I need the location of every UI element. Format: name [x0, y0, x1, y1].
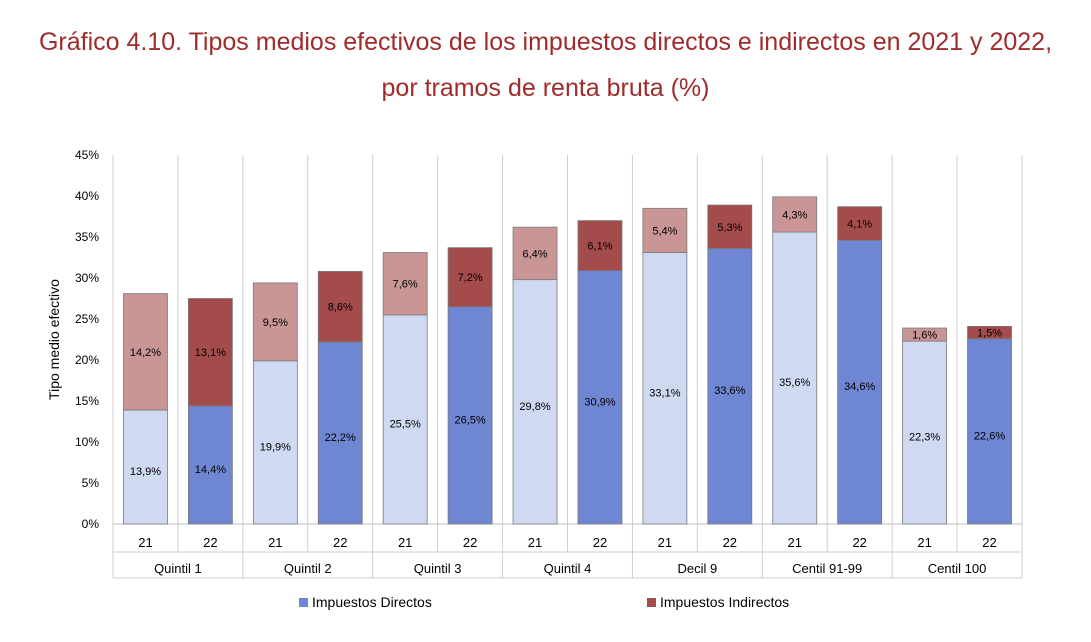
data-label-indirectos: 9,5%: [263, 317, 288, 329]
bar-indirectos-quintil-2-22: [317, 271, 363, 343]
data-label-directos: 19,9%: [260, 441, 291, 453]
data-label-indirectos: 5,3%: [717, 222, 742, 234]
x-tick-year: 21: [268, 535, 282, 550]
y-tick-label: 40%: [75, 189, 99, 203]
legend-swatch-directos: [299, 598, 308, 607]
x-group-label: Quintil 1: [154, 561, 202, 576]
legend-swatch-indirectos: [647, 598, 656, 607]
y-tick-label: 0%: [82, 517, 100, 531]
y-tick-label: 5%: [82, 476, 100, 490]
data-label-directos: 33,1%: [649, 387, 680, 399]
y-tick-label: 30%: [75, 271, 99, 285]
x-group-label: Centil 100: [928, 561, 987, 576]
bar-directos-decil-9-22: [707, 248, 753, 525]
data-label-directos: 22,2%: [325, 432, 356, 444]
y-tick-label: 15%: [75, 394, 99, 408]
bar-directos-quintil-1-21: [123, 409, 168, 525]
x-tick-year: 22: [982, 535, 996, 550]
x-tick-year: 21: [788, 535, 802, 550]
legend-label-directos: Impuestos Directos: [312, 594, 432, 610]
x-tick-year: 22: [723, 535, 737, 550]
x-group-label: Quintil 2: [284, 561, 332, 576]
bar-directos-centil-91-99-21: [772, 231, 818, 525]
data-label-indirectos: 8,6%: [328, 302, 353, 314]
data-label-directos: 13,9%: [130, 466, 161, 478]
legend-label-indirectos: Impuestos Indirectos: [660, 594, 789, 610]
x-tick-year: 22: [333, 535, 347, 550]
bar-indirectos-centil-100-21: [902, 327, 948, 342]
bar-indirectos-quintil-4-21: [512, 226, 558, 281]
x-group-label: Quintil 3: [414, 561, 462, 576]
x-tick-year: 22: [593, 535, 607, 550]
data-label-directos: 26,5%: [455, 414, 486, 426]
y-axis-label: Tipo medio efectivo: [46, 279, 62, 400]
bar-indirectos-quintil-3-22: [447, 247, 493, 308]
bar-directos-centil-100-22: [967, 338, 1012, 525]
data-label-indirectos: 13,1%: [195, 347, 226, 359]
x-tick-year: 22: [463, 535, 477, 550]
data-label-indirectos: 5,4%: [652, 225, 677, 237]
x-group-label: Quintil 4: [544, 561, 592, 576]
data-label-directos: 34,6%: [844, 381, 875, 393]
x-tick-year: 21: [398, 535, 412, 550]
bar-indirectos-quintil-1-22: [187, 298, 233, 407]
bar-directos-centil-100-21: [902, 340, 948, 525]
bar-directos-quintil-4-22: [577, 270, 623, 525]
bar-indirectos-centil-91-99-21: [772, 196, 818, 233]
bar-directos-decil-9-21: [642, 252, 688, 525]
x-tick-year: 21: [528, 535, 542, 550]
y-tick-label: 45%: [75, 148, 99, 162]
data-label-indirectos: 7,6%: [393, 279, 418, 291]
data-label-indirectos: 4,1%: [847, 218, 872, 230]
bar-indirectos-centil-100-22: [967, 325, 1012, 340]
chart-title-line2: por tramos de renta bruta (%): [381, 74, 710, 102]
data-label-directos: 22,3%: [909, 432, 940, 444]
bar-indirectos-decil-9-21: [642, 207, 688, 253]
data-label-directos: 25,5%: [390, 418, 421, 430]
data-label-indirectos: 1,6%: [912, 330, 937, 342]
x-tick-year: 21: [917, 535, 931, 550]
x-group-label: Decil 9: [677, 561, 717, 576]
bar-directos-quintil-3-21: [382, 314, 428, 525]
bar-directos-quintil-2-22: [317, 341, 363, 525]
y-tick-label: 25%: [75, 312, 99, 326]
data-label-directos: 35,6%: [779, 377, 810, 389]
bar-indirectos-quintil-2-21: [252, 282, 298, 362]
x-tick-year: 22: [203, 535, 217, 550]
y-tick-label: 35%: [75, 230, 99, 244]
data-label-directos: 33,6%: [714, 385, 745, 397]
bar-indirectos-quintil-3-21: [382, 252, 428, 316]
data-label-indirectos: 4,3%: [782, 209, 807, 221]
y-tick-label: 10%: [75, 435, 99, 449]
x-tick-year: 21: [138, 535, 152, 550]
bar-indirectos-decil-9-22: [707, 204, 753, 249]
data-label-directos: 14,4%: [195, 464, 226, 476]
data-label-indirectos: 6,1%: [587, 241, 612, 253]
data-label-indirectos: 6,4%: [522, 248, 547, 260]
data-label-directos: 29,8%: [519, 401, 550, 413]
x-tick-year: 21: [658, 535, 672, 550]
bar-directos-quintil-4-21: [512, 279, 558, 525]
x-group-label: Centil 91-99: [792, 561, 862, 576]
bar-indirectos-quintil-4-22: [577, 220, 623, 272]
bar-directos-quintil-2-21: [252, 360, 298, 525]
bar-indirectos-quintil-1-21: [123, 293, 168, 411]
data-label-directos: 22,6%: [974, 430, 1005, 442]
data-label-indirectos: 7,2%: [458, 272, 483, 284]
chart-title-line1: Gráfico 4.10. Tipos medios efectivos de …: [38, 28, 1053, 56]
y-tick-label: 20%: [75, 353, 99, 367]
bar-indirectos-centil-91-99-22: [837, 206, 883, 241]
data-label-indirectos: 14,2%: [130, 347, 161, 359]
x-tick-year: 22: [852, 535, 866, 550]
data-label-directos: 30,9%: [584, 396, 615, 408]
data-label-indirectos: 1,5%: [977, 328, 1002, 340]
